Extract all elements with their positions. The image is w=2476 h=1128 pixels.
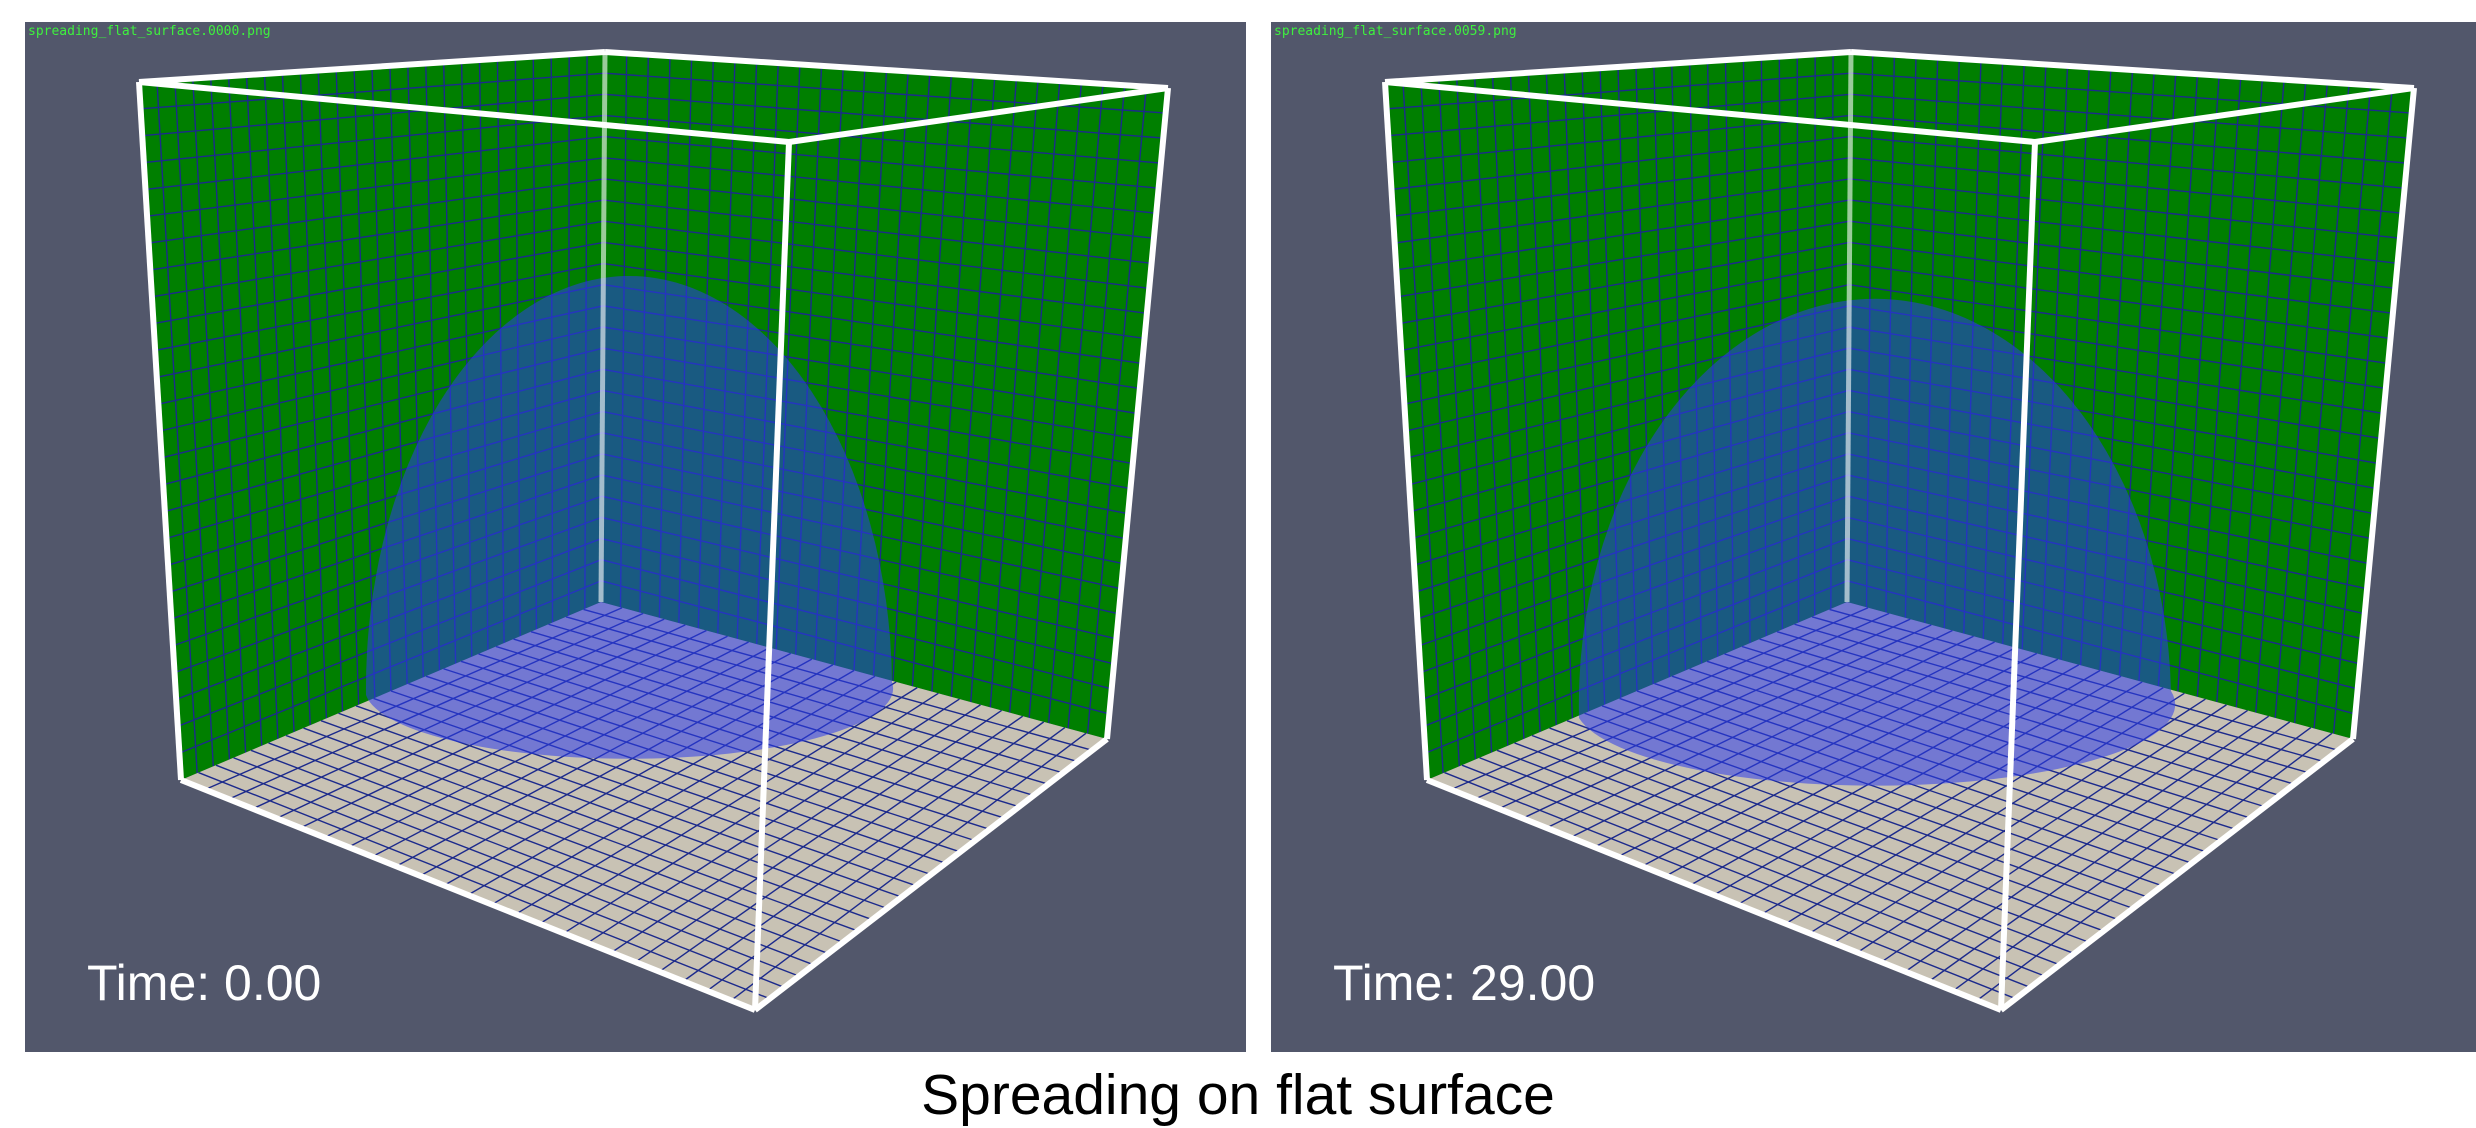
time-label: Time: 0.00 — [87, 954, 321, 1012]
render-panel: spreading_flat_surface.0000.png Time: 0.… — [25, 22, 1246, 1052]
file-name: spreading_flat_surface.0000.png — [28, 24, 271, 39]
time-label: Time: 29.00 — [1333, 954, 1595, 1012]
render-panel: spreading_flat_surface.0059.png Time: 29… — [1271, 22, 2476, 1052]
render — [25, 22, 1246, 1052]
file-name: spreading_flat_surface.0059.png — [1274, 24, 1517, 39]
caption: Spreading on flat surface — [0, 1062, 2476, 1128]
render — [1271, 22, 2476, 1052]
page: spreading_flat_surface.0000.png Time: 0.… — [0, 0, 2476, 1125]
